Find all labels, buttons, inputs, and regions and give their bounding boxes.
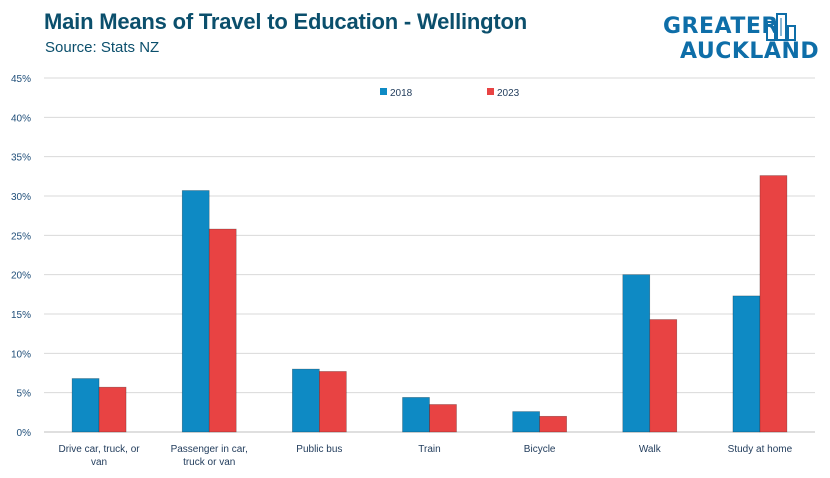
x-category-label: van <box>91 457 107 468</box>
logo-word-auckland: AUCKLAND <box>680 39 820 64</box>
legend-swatch <box>380 88 387 95</box>
y-tick-label: 25% <box>11 231 31 242</box>
bar <box>429 404 457 433</box>
chart-title: Main Means of Travel to Education - Well… <box>44 9 527 34</box>
y-tick-label: 0% <box>17 428 32 439</box>
x-category-label: Train <box>418 444 440 455</box>
bar <box>98 386 127 433</box>
logo-word-greater: GREATER <box>663 14 779 39</box>
x-category-label: Passenger in car, <box>171 444 248 455</box>
bar <box>292 368 320 433</box>
x-category-label: Drive car, truck, or <box>59 444 141 455</box>
bar <box>181 190 210 433</box>
y-tick-label: 35% <box>11 153 31 164</box>
chart-subtitle: Source: Stats NZ <box>45 39 160 56</box>
y-tick-label: 10% <box>11 349 31 360</box>
x-category-label: Study at home <box>728 444 793 455</box>
y-tick-label: 15% <box>11 310 31 321</box>
bar <box>539 415 567 433</box>
x-category-label: Bicycle <box>524 444 556 455</box>
y-tick-label: 40% <box>11 113 31 124</box>
legend-label: 2023 <box>497 88 520 99</box>
bar <box>208 228 237 433</box>
bar <box>319 371 347 433</box>
bar <box>622 274 651 433</box>
legend-swatch <box>487 88 494 95</box>
bar <box>649 319 678 433</box>
legend-label: 2018 <box>390 88 413 99</box>
x-category-label: Walk <box>639 444 662 455</box>
bar <box>402 397 430 433</box>
x-category-label: Public bus <box>296 444 342 455</box>
bar <box>71 378 100 433</box>
y-tick-label: 5% <box>17 389 32 400</box>
greater-auckland-logo: GREATER AUCKLAND <box>660 12 820 68</box>
skyline-icon <box>766 13 796 41</box>
bar <box>512 411 540 433</box>
y-tick-label: 45% <box>11 74 31 85</box>
x-category-label: truck or van <box>183 457 235 468</box>
y-tick-label: 30% <box>11 192 31 203</box>
bar <box>732 295 761 433</box>
bar <box>759 175 788 433</box>
y-tick-label: 20% <box>11 271 31 282</box>
